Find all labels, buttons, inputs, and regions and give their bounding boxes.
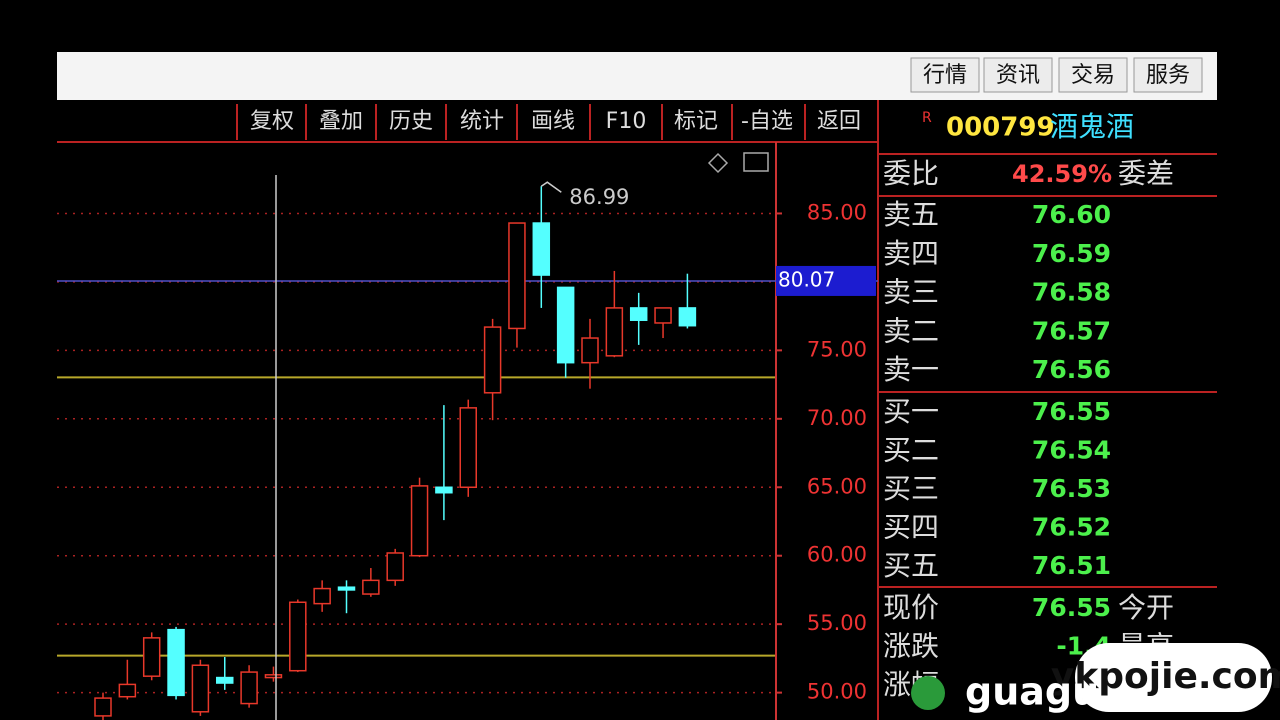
ask-price: 76.60 [1032,200,1111,229]
bid-label: 买四 [883,511,939,544]
bid-price: 76.51 [1032,551,1111,580]
quote-extra: 今开 [1118,591,1174,624]
ask-price: 76.58 [1032,278,1111,307]
toolbar-button[interactable]: 返回 [817,109,861,134]
ask-label: 卖二 [883,314,939,347]
bid-label: 买二 [883,434,939,467]
menu-button[interactable] [1058,57,1128,93]
price-tag: 80.07 [778,267,835,291]
ask-label: 卖四 [883,237,939,270]
menu-label[interactable]: 服务 [1146,63,1190,88]
candle-body [167,628,185,697]
candle-body [629,307,648,321]
bid-price: 76.52 [1032,513,1111,542]
menu-button[interactable] [1133,57,1203,93]
menu-label[interactable]: 行情 [923,63,967,88]
candle-body [386,552,404,582]
stock-code: 000799 [946,113,1055,143]
toolbar-button[interactable]: -自选 [741,109,793,134]
toolbar-button[interactable]: 叠加 [319,109,363,134]
ratio-label: 委比 [883,157,939,190]
candle-body [142,637,161,677]
y-tick-label: 75.00 [807,337,867,361]
toolbar-button[interactable]: F10 [606,109,647,134]
candle-body [605,307,624,357]
menu-button[interactable] [983,57,1053,93]
candle-body [483,326,502,394]
y-tick-label: 55.00 [807,611,867,635]
watermark-logo-text: guagu [965,670,1099,714]
toolbar-button[interactable]: 标记 [674,109,718,134]
toolbar-button[interactable]: 统计 [460,109,504,134]
ratio-value: 42.59% [1012,160,1112,188]
candle-body [508,222,526,330]
ask-price: 76.56 [1032,355,1111,384]
panel-toggle[interactable] [743,152,769,172]
bid-price: 76.53 [1032,474,1111,503]
price-tag-box [776,265,876,296]
bid-label: 买三 [883,472,939,505]
toolbar-button[interactable]: 历史 [389,109,433,134]
candle-body [654,307,672,324]
candle-body [94,697,112,717]
candle-body [678,307,697,327]
stock-name: 酒鬼酒 [1050,110,1134,143]
y-tick-label: 65.00 [807,474,867,498]
bid-price: 76.54 [1032,436,1111,465]
candle-body [240,671,258,705]
toolbar-button[interactable]: 复权 [250,109,294,134]
candle-body [410,485,429,557]
candlestick-chart: 85.0080.0075.0070.0065.0060.0055.0050.00… [57,175,878,720]
menu-label[interactable]: 资讯 [996,63,1040,88]
ask-label: 卖三 [883,276,939,309]
candle-body [216,676,234,684]
y-tick-label: 60.00 [807,543,867,567]
candle-body [532,222,551,276]
candle-body [337,586,356,591]
high-label: 86.99 [569,185,629,209]
candle-body [581,337,599,364]
menu-label[interactable]: 交易 [1071,63,1115,88]
quote-label: 涨跌 [883,630,939,663]
ask-label: 卖一 [883,353,939,386]
watermark-logo [911,676,945,710]
bid-label: 买一 [883,395,939,428]
diamond-icon[interactable] [707,152,729,174]
toolbar-button[interactable]: 画线 [531,109,575,134]
candle-body [118,683,137,698]
y-tick-label: 50.00 [807,680,867,704]
candle-body [435,486,453,494]
ask-price: 76.57 [1032,316,1111,345]
diff-label: 委差 [1118,157,1174,190]
y-tick-label: 70.00 [807,406,867,430]
high-pointer [540,181,562,193]
stock-badge: R [922,110,932,126]
candle-body [362,579,380,595]
candle-body [459,407,477,489]
quote-value: 76.55 [1032,593,1111,622]
y-tick-label: 85.00 [807,200,867,224]
watermark-text: ykpojie.com [1051,656,1280,697]
candle-body [191,664,210,713]
bid-price: 76.55 [1032,397,1111,426]
menu-button[interactable] [910,57,980,93]
candle-body [264,674,283,679]
ask-price: 76.59 [1032,239,1111,268]
candle-body [556,286,575,364]
watermark-badge [1075,643,1272,712]
bid-label: 买五 [883,549,939,582]
quote-label: 现价 [883,591,939,624]
ask-label: 卖五 [883,198,939,231]
candle-body [289,601,307,672]
candle-body [313,587,331,605]
